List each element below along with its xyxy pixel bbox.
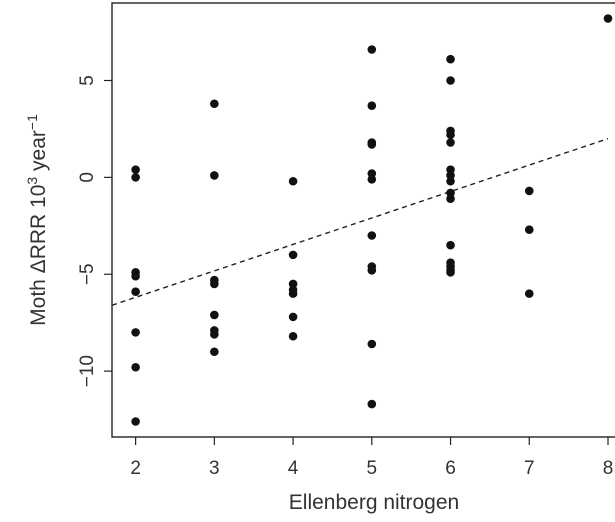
data-point (210, 99, 219, 109)
x-tick-label: 5 (367, 458, 378, 479)
x-tick-label: 6 (445, 458, 456, 479)
data-point (210, 310, 219, 320)
x-tick-label: 8 (603, 458, 614, 479)
data-point (131, 165, 140, 174)
data-point (131, 362, 140, 372)
data-point (288, 176, 298, 186)
data-point (367, 231, 377, 240)
data-point (210, 279, 219, 289)
y-axis-label-delta: Δ (27, 259, 50, 273)
y-tick-label: −5 (77, 263, 98, 285)
data-point (210, 330, 219, 339)
y-axis-label-unit: year (27, 130, 50, 177)
data-point (131, 328, 140, 337)
data-point (367, 175, 377, 184)
data-point (446, 130, 455, 140)
data-point (367, 266, 377, 275)
data-point (288, 250, 298, 260)
data-point (446, 54, 455, 64)
data-point (131, 271, 140, 281)
data-point (210, 347, 219, 357)
data-point (446, 176, 455, 186)
data-point (446, 268, 455, 277)
y-axis-label-mid: RRR 10 (27, 185, 50, 260)
data-point (367, 339, 377, 349)
y-tick-label: −10 (77, 355, 98, 387)
data-point (367, 399, 377, 409)
x-tick-label: 2 (130, 458, 141, 479)
data-point (131, 173, 140, 182)
data-point (131, 417, 140, 426)
data-point (446, 240, 455, 250)
x-axis-label: Ellenberg nitrogen (289, 491, 459, 514)
trend-line (111, 137, 609, 306)
data-point (446, 76, 455, 85)
data-point (288, 289, 298, 298)
data-point (288, 312, 298, 322)
data-point (446, 138, 455, 147)
x-tick-label: 3 (209, 458, 220, 479)
x-tick-label: 4 (288, 458, 299, 479)
data-point (367, 140, 377, 149)
data-point (524, 186, 534, 196)
data-point (367, 45, 377, 54)
data-point (524, 225, 534, 234)
y-axis-label-prefix: Moth (27, 273, 50, 326)
y-axis-label: Moth ΔRRR 103 year−1 (24, 114, 50, 326)
y-axis-label-sup1: 3 (24, 177, 40, 185)
data-point (210, 171, 219, 180)
data-point (446, 194, 455, 203)
y-tick-label: 5 (77, 75, 98, 86)
data-point (367, 101, 377, 110)
data-point (603, 14, 613, 23)
data-point (524, 289, 534, 298)
y-axis-label-sup2: −1 (24, 114, 40, 130)
data-point (288, 331, 298, 341)
y-tick-label: 0 (77, 172, 98, 183)
data-point (131, 287, 140, 296)
x-tick-label: 7 (524, 458, 535, 479)
plot-frame (111, 2, 615, 438)
